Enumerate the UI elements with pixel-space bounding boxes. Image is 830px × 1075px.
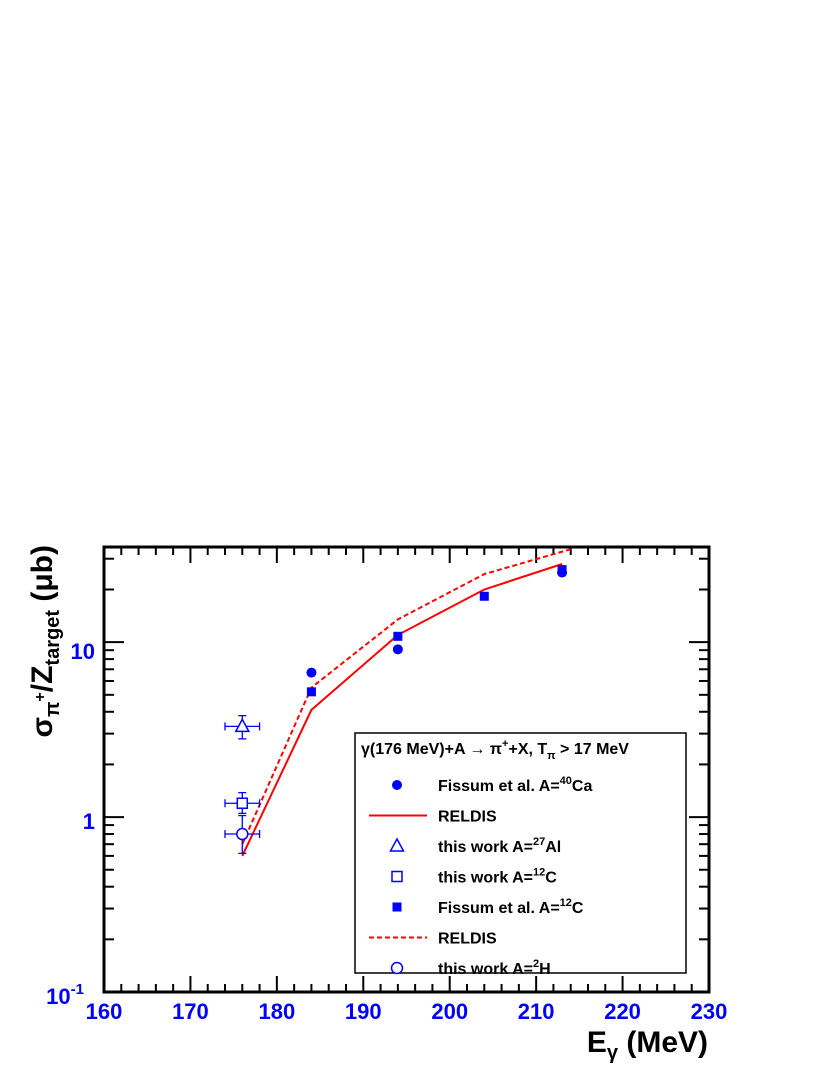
legend: γ(176 MeV)+A → π++X, Tπ > 17 MeV Fissum e… — [354, 732, 687, 978]
plot-frame-rect — [102, 545, 711, 994]
point-fissum_c-2 — [479, 591, 489, 601]
x-tick-label-160: 160 — [86, 999, 123, 1024]
legend-label-this_c: this work A=12C — [438, 867, 557, 887]
point-this_h-0 — [236, 827, 249, 841]
legend-marker-fissum_c — [392, 902, 402, 912]
x-tick-label-190: 190 — [345, 999, 382, 1024]
point-fissum_c-3 — [557, 565, 567, 575]
point-fissum_ca-1 — [392, 644, 403, 655]
y-axis-title: σπ+/Ztarget (μb) — [26, 545, 64, 737]
x-axis-ticks: 160 170 180 190 200 210 220 230 — [86, 547, 728, 1024]
y-axis-ticks — [104, 557, 709, 993]
legend-label-fissum_ca: Fissum et al. A=40Ca — [438, 775, 592, 795]
legend-marker-this_h — [390, 961, 404, 975]
point-this_al-0 — [234, 717, 251, 733]
legend-marker-this_al — [389, 837, 405, 852]
x-tick-label-180: 180 — [258, 999, 295, 1024]
x-tick-label-170: 170 — [172, 999, 209, 1024]
legend-box — [354, 732, 687, 974]
series-line-reldis_dashed — [241, 548, 571, 845]
legend-label-this_al: this work A=27Al — [438, 836, 561, 856]
x-tick-label-230: 230 — [691, 999, 728, 1024]
y-tick-label-10: 10 — [71, 639, 95, 664]
point-this_c-0 — [236, 797, 249, 809]
legend-label-this_h: this work A=2H — [438, 958, 551, 978]
x-axis-title: Eγ (MeV) — [587, 1026, 708, 1064]
y-tick-label-1: 1 — [83, 809, 95, 834]
point-fissum_c-0 — [306, 687, 316, 697]
x-tick-label-220: 220 — [604, 999, 641, 1024]
x-tick-label-210: 210 — [518, 999, 555, 1024]
legend-label-reldis_dashed: RELDIS — [438, 931, 497, 948]
plot-frame — [102, 545, 711, 994]
legend-label-fissum_c: Fissum et al. A=12C — [438, 897, 584, 917]
legend-title: γ(176 MeV)+A → π++X, Tπ > 17 MeV — [361, 738, 629, 762]
x-tick-label-200: 200 — [431, 999, 468, 1024]
y-tick-label-0.1: 10-1 — [46, 981, 84, 1009]
data-points — [234, 565, 568, 841]
legend-marker-this_c — [391, 870, 403, 883]
point-fissum_ca-0 — [306, 667, 317, 678]
point-fissum_c-1 — [393, 631, 403, 641]
legend-marker-fissum_ca — [392, 780, 402, 790]
legend-label-reldis_solid: RELDIS — [438, 809, 497, 826]
